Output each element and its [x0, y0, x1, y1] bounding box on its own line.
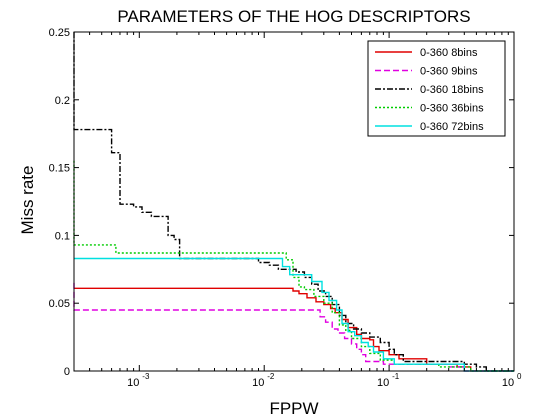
series-line-3: [73, 32, 514, 372]
y-tick-label: 0: [64, 366, 70, 378]
legend-label-3: 0-360 18bins: [420, 84, 484, 96]
chart-title: PARAMETERS OF THE HOG DESCRIPTORS: [117, 7, 470, 26]
legend-items: 0-360 8bins 0-360 9bins 0-360 18bins 0-360 …: [375, 47, 484, 133]
x-tick-exponent: -2: [267, 372, 275, 381]
series-line-4: [73, 160, 514, 372]
plot-frame: [73, 31, 515, 372]
y-tick-label: 0.15: [49, 163, 70, 175]
y-axis-label: Miss rate: [18, 166, 37, 235]
x-tick-label: 10: [377, 377, 389, 389]
series-line-2: [73, 282, 514, 372]
y-tick-label: 0.1: [55, 230, 70, 242]
series-line-1: [74, 287, 514, 372]
y-tick-label: 0.2: [55, 95, 70, 107]
x-tick-label: 10: [502, 377, 514, 389]
legend-label-5: 0-360 72bins: [420, 121, 484, 133]
series-layer: [73, 32, 514, 372]
legend: 0-360 8bins 0-360 9bins 0-360 18bins 0-360 …: [367, 40, 506, 137]
x-axis-label: FPPW: [269, 399, 318, 418]
x-tick-exponent: 0: [517, 372, 522, 381]
legend-label-1: 0-360 8bins: [420, 47, 478, 59]
legend-label-4: 0-360 36bins: [420, 103, 484, 115]
legend-label-2: 0-360 9bins: [420, 66, 478, 78]
x-tick-label: 10: [252, 377, 264, 389]
x-tick-label: 10: [127, 377, 139, 389]
y-tick-label: 0.25: [49, 27, 70, 39]
series-line-5: [74, 257, 514, 372]
y-tick-label: 0.05: [49, 298, 70, 310]
x-tick-exponent: -3: [142, 372, 150, 381]
x-tick-exponent: -1: [392, 372, 400, 381]
